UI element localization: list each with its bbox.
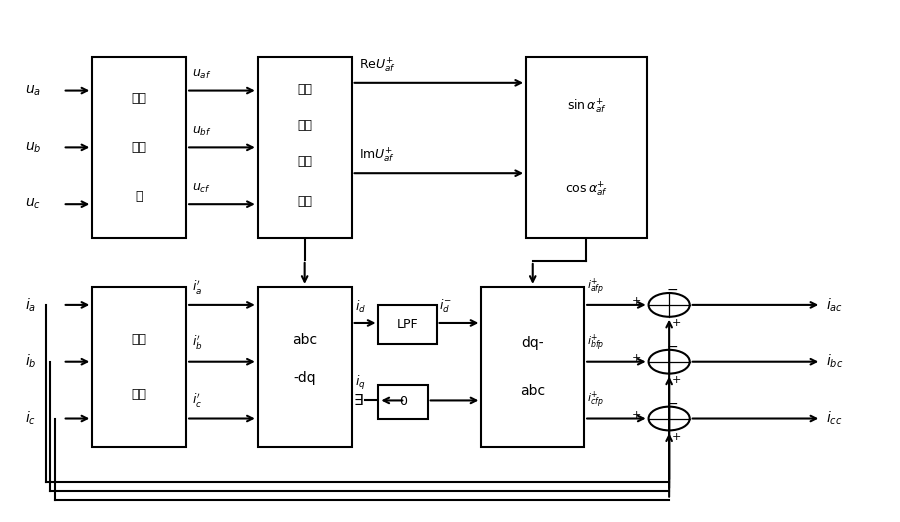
Text: $-$: $-$: [666, 339, 678, 353]
Text: 高频: 高频: [131, 333, 147, 346]
Text: $i_d^{-}$: $i_d^{-}$: [439, 297, 452, 315]
Text: $\sin\alpha_{af}^{+}$: $\sin\alpha_{af}^{+}$: [566, 97, 607, 115]
Bar: [482, 287, 584, 447]
Bar: [257, 57, 352, 238]
Text: $i_b'$: $i_b'$: [192, 334, 202, 352]
Text: $-$: $-$: [666, 396, 678, 409]
Text: $i_{cc}$: $i_{cc}$: [825, 410, 842, 427]
Bar: [257, 287, 352, 447]
Text: -dq: -dq: [293, 371, 316, 385]
Text: +: +: [671, 318, 681, 328]
Text: 变换: 变换: [297, 195, 312, 208]
Text: $i_b$: $i_b$: [25, 353, 37, 371]
Text: $i_{ac}$: $i_{ac}$: [825, 296, 842, 314]
Text: $u_b$: $u_b$: [25, 140, 41, 155]
Text: +: +: [671, 432, 681, 442]
Text: $u_{bf}$: $u_{bf}$: [192, 125, 211, 138]
Text: $\exists$: $\exists$: [353, 393, 364, 408]
Text: +: +: [632, 410, 641, 420]
Text: $\cos\alpha_{af}^{+}$: $\cos\alpha_{af}^{+}$: [565, 180, 608, 198]
Text: 窄带: 窄带: [131, 92, 147, 105]
Text: $u_{af}$: $u_{af}$: [192, 68, 211, 81]
Text: 对称: 对称: [297, 119, 312, 132]
Bar: [92, 287, 186, 447]
Text: $i_{afp}^{+}$: $i_{afp}^{+}$: [587, 276, 604, 296]
Text: 器: 器: [135, 189, 143, 203]
Text: $\mathrm{Re}U_{af}^{+}$: $\mathrm{Re}U_{af}^{+}$: [359, 55, 396, 74]
Text: $i_d$: $i_d$: [356, 299, 366, 315]
Text: +: +: [632, 296, 641, 306]
Text: $u_a$: $u_a$: [25, 84, 41, 98]
Text: $\mathrm{Im}U_{af}^{+}$: $\mathrm{Im}U_{af}^{+}$: [359, 145, 395, 164]
Text: $i_{bfp}^{+}$: $i_{bfp}^{+}$: [587, 333, 604, 353]
Text: 滤波: 滤波: [131, 388, 147, 400]
Text: abc: abc: [520, 384, 545, 398]
Text: +: +: [632, 353, 641, 363]
Bar: [92, 57, 186, 238]
Bar: [526, 57, 647, 238]
Text: 分量: 分量: [297, 156, 312, 168]
Bar: [378, 305, 436, 343]
Text: 0: 0: [399, 395, 407, 408]
Text: $i_a'$: $i_a'$: [192, 278, 202, 295]
Text: $i_{bc}$: $i_{bc}$: [825, 353, 843, 371]
Text: 瞬时: 瞬时: [297, 83, 312, 96]
Text: dq-: dq-: [521, 336, 544, 350]
Bar: [378, 385, 428, 419]
Text: $u_{cf}$: $u_{cf}$: [192, 182, 211, 195]
Text: $i_c$: $i_c$: [25, 410, 36, 427]
Text: +: +: [671, 375, 681, 385]
Text: LPF: LPF: [397, 318, 418, 331]
Text: 滤波: 滤波: [131, 141, 147, 154]
Text: $i_q$: $i_q$: [356, 374, 366, 392]
Text: $-$: $-$: [666, 282, 678, 296]
Text: $u_c$: $u_c$: [25, 197, 41, 211]
Text: $i_c'$: $i_c'$: [192, 391, 202, 409]
Text: $i_{cfp}^{+}$: $i_{cfp}^{+}$: [587, 389, 604, 410]
Text: abc: abc: [292, 333, 317, 347]
Text: $i_a$: $i_a$: [25, 296, 36, 314]
